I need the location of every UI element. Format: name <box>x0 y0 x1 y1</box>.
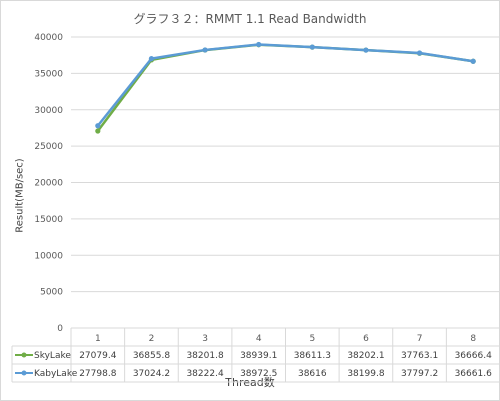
legend-key-marker <box>21 370 27 376</box>
y-tick-label: 40000 <box>34 33 63 43</box>
legend-label: SkyLake <box>34 351 71 361</box>
x-tick-label: 8 <box>470 334 476 344</box>
data-table-cell: 36661.6 <box>455 369 492 379</box>
x-tick-label: 4 <box>256 334 262 344</box>
data-table-cell: 37763.1 <box>401 351 438 361</box>
x-tick-label: 6 <box>363 334 369 344</box>
data-point <box>416 50 423 56</box>
data-point <box>309 44 315 50</box>
data-point <box>148 56 155 62</box>
data-point <box>256 41 262 48</box>
x-tick-label: 3 <box>202 334 208 344</box>
y-tick-label: 5000 <box>40 288 63 298</box>
x-tick-label: 7 <box>417 334 423 344</box>
data-point <box>95 123 101 129</box>
data-table-cell: 37024.2 <box>133 369 170 379</box>
data-table-cell: 38202.1 <box>347 351 384 361</box>
y-tick-label: 25000 <box>34 142 63 152</box>
data-table-cell: 38199.8 <box>347 369 384 379</box>
data-table-cell: 38611.3 <box>294 351 331 361</box>
data-point <box>470 58 476 64</box>
data-point <box>363 47 369 53</box>
data-table-cell: 38201.8 <box>186 351 223 361</box>
series-line-kabylake <box>96 43 474 127</box>
y-tick-label: 15000 <box>34 215 63 225</box>
data-table-cell: 38972.5 <box>240 369 277 379</box>
y-tick-label: 10000 <box>34 251 63 261</box>
data-table-cell: 38222.4 <box>186 369 223 379</box>
x-tick-label: 2 <box>149 334 155 344</box>
data-table-cell: 38616 <box>298 369 327 379</box>
x-tick-label: 5 <box>309 334 315 344</box>
data-table-cell: 36855.8 <box>133 351 170 361</box>
data-table-cell: 27079.4 <box>79 351 116 361</box>
y-tick-label: 30000 <box>34 106 63 116</box>
x-tick-label: 1 <box>95 334 101 344</box>
data-point <box>95 128 101 134</box>
chart-title: グラフ３２：RMMT 1.1 Read Bandwidth <box>133 12 367 26</box>
y-tick-label: 35000 <box>34 69 63 79</box>
y-tick-label: 0 <box>57 324 63 334</box>
legend-key-marker <box>21 352 27 358</box>
data-table-cell: 27798.8 <box>79 369 116 379</box>
y-tick-label: 20000 <box>34 179 63 189</box>
legend-label: KabyLake <box>34 369 78 379</box>
data-table-cell: 38939.1 <box>240 351 277 361</box>
data-point <box>202 47 208 53</box>
data-table-cell: 37797.2 <box>401 369 438 379</box>
data-table-cell: 36666.4 <box>455 351 492 361</box>
